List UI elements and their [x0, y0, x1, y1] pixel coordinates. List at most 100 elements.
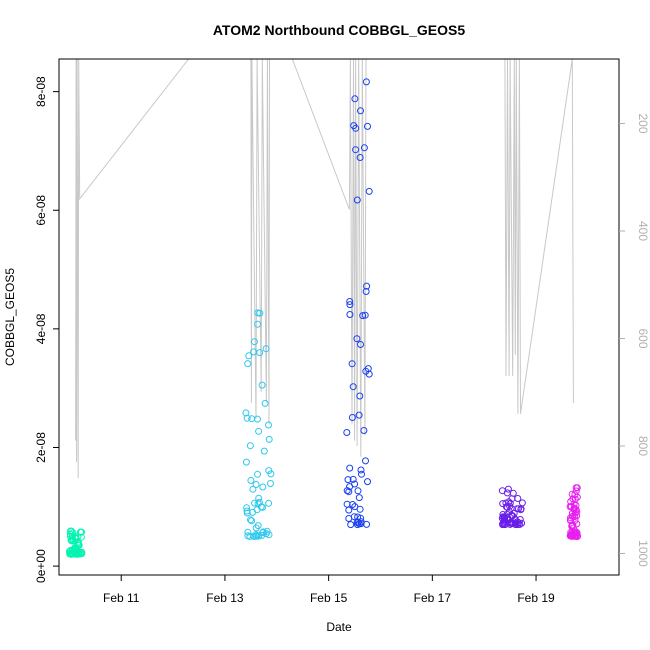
data-point-series-5: [572, 501, 580, 509]
data-point-series-3: [346, 301, 354, 309]
data-point-series-4: [504, 485, 512, 493]
data-point-series-4: [514, 495, 522, 502]
data-point-series-2: [265, 531, 273, 539]
data-point-series-5: [571, 509, 579, 517]
data-point-series-2: [252, 524, 260, 532]
data-point-series-2: [250, 338, 258, 346]
data-point-series-5: [568, 522, 576, 530]
data-point-series-2: [243, 504, 251, 512]
data-point-series-4: [503, 489, 511, 497]
data-point-series-2: [263, 527, 271, 535]
data-point-series-2: [245, 352, 253, 360]
x-tick-label: Feb 11: [103, 591, 140, 605]
data-point-series-5: [573, 484, 581, 492]
data-point-series-2: [248, 517, 256, 525]
data-point-series-3: [347, 521, 355, 529]
data-point-series-2: [260, 447, 268, 455]
data-point-series-1: [72, 535, 80, 542]
data-point-series-2: [252, 532, 260, 540]
data-point-series-2: [249, 485, 257, 493]
data-point-series-3: [357, 514, 365, 522]
x-tick-label: Feb 17: [414, 591, 452, 605]
data-points-layer: [66, 78, 581, 558]
data-point-series-3: [349, 475, 357, 483]
x-tick-label: Feb 13: [206, 591, 244, 605]
plot-frame: [58, 58, 620, 576]
data-point-series-2: [257, 503, 265, 511]
data-point-series-1: [77, 549, 85, 557]
data-point-series-2: [251, 499, 259, 507]
data-point-series-4: [503, 503, 511, 511]
data-point-series-3: [355, 494, 363, 502]
data-point-series-3: [364, 478, 371, 486]
data-point-series-2: [252, 481, 260, 488]
data-point-series-2: [242, 458, 250, 466]
y2-tick-label: 400: [636, 221, 650, 241]
data-point-series-3: [350, 122, 358, 130]
pressure-profile-line: [75, 58, 574, 479]
data-point-series-2: [243, 507, 251, 515]
y-tick-label: 8e-08: [34, 76, 48, 107]
data-point-series-1: [67, 527, 74, 535]
data-point-series-3: [346, 298, 354, 305]
data-point-series-4: [516, 520, 524, 528]
secondary-y-axis: 200 400 600 800 1000: [619, 113, 650, 567]
data-point-series-2: [265, 467, 273, 475]
y-tick-label: 4e-08: [34, 313, 48, 344]
data-point-series-2: [259, 483, 267, 491]
data-point-series-3: [343, 500, 351, 508]
data-point-series-3: [346, 464, 354, 472]
data-point-series-2: [258, 381, 266, 389]
data-point-series-2: [261, 399, 269, 407]
data-point-series-3: [358, 470, 365, 478]
data-point-series-4: [499, 500, 507, 508]
data-point-series-5: [571, 491, 579, 499]
data-point-series-4: [517, 505, 525, 513]
data-point-series-4: [512, 516, 519, 524]
data-point-series-3: [355, 411, 363, 419]
data-point-series-4: [504, 514, 512, 522]
data-point-series-3: [343, 429, 351, 436]
data-point-series-3: [362, 78, 370, 86]
data-point-series-3: [344, 476, 352, 484]
data-point-series-2: [265, 499, 273, 507]
data-point-series-5: [566, 516, 574, 524]
data-point-series-2: [265, 435, 273, 443]
y2-tick-label: 1000: [636, 540, 650, 567]
data-point-series-3: [360, 144, 368, 152]
x-tick-label: Feb 19: [517, 591, 555, 605]
data-point-series-3: [357, 107, 364, 115]
y-tick-label: 6e-08: [34, 195, 48, 226]
data-point-series-3: [362, 457, 369, 465]
data-point-series-5: [567, 514, 574, 522]
data-point-series-2: [254, 470, 261, 478]
y2-tick-label: 600: [636, 328, 650, 348]
data-point-series-5: [572, 532, 580, 540]
y2-tick-label: 200: [636, 113, 650, 133]
data-point-series-3: [349, 383, 357, 391]
data-point-series-2: [246, 442, 254, 450]
data-point-series-3: [348, 414, 356, 421]
data-point-series-3: [351, 95, 359, 103]
data-point-series-3: [363, 282, 371, 290]
data-point-series-3: [364, 122, 371, 130]
data-point-series-2: [255, 427, 263, 435]
data-point-series-3: [362, 367, 370, 375]
data-point-series-2: [244, 528, 252, 536]
data-point-series-3: [356, 392, 364, 400]
data-point-series-3: [359, 312, 367, 320]
pressure-profile-layer: [75, 58, 574, 479]
data-point-series-3: [351, 503, 359, 511]
data-point-series-4: [499, 511, 507, 518]
data-point-series-3: [345, 506, 353, 514]
data-point-series-5: [569, 521, 577, 529]
data-point-series-4: [499, 521, 507, 529]
data-point-series-2: [243, 414, 251, 422]
data-point-series-2: [254, 309, 262, 317]
data-point-series-2: [250, 348, 258, 356]
data-point-series-4: [502, 499, 510, 507]
data-point-series-1: [76, 550, 84, 558]
data-point-series-2: [248, 415, 256, 423]
data-point-series-3: [346, 483, 354, 491]
